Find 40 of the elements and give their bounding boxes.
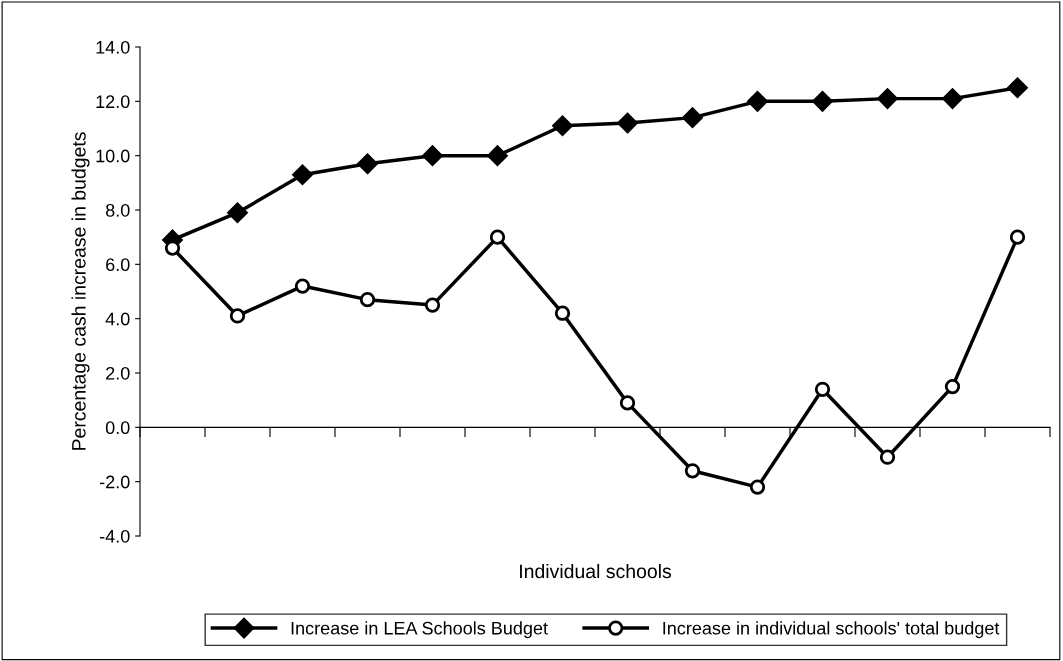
- point: [422, 145, 443, 166]
- x-axis-title: Individual schools: [520, 563, 672, 579]
- point: [487, 145, 508, 166]
- y-tick-label: 8.0: [105, 203, 130, 217]
- point: [879, 449, 896, 465]
- y-axis-title: Percentage cash increase in budgets: [71, 132, 90, 450]
- point: [877, 88, 898, 109]
- y-tick-label: 12.0: [96, 95, 130, 109]
- point: [942, 88, 963, 109]
- point: [229, 308, 246, 324]
- point: [359, 292, 376, 308]
- point: [812, 91, 833, 112]
- point: [424, 297, 441, 313]
- point: [552, 115, 573, 137]
- point: [357, 153, 378, 175]
- point: [684, 463, 701, 479]
- y-tick-label: -2.0: [99, 475, 130, 489]
- point: [944, 378, 961, 395]
- y-tick-label: 10.0: [96, 149, 130, 163]
- point: [1009, 229, 1026, 245]
- point: [227, 202, 248, 223]
- legend-label: Increase in individual schools' total budget: [663, 621, 1000, 639]
- point: [749, 479, 766, 495]
- point: [682, 107, 703, 128]
- point: [294, 278, 311, 294]
- point: [747, 91, 768, 112]
- y-tick-label: 14.0: [96, 40, 130, 54]
- point: [1007, 77, 1028, 98]
- y-tick-label: 2.0: [106, 366, 130, 380]
- point: [292, 164, 313, 185]
- y-tick-label: 4.0: [105, 312, 130, 326]
- legend-label: Increase in LEA Schools Budget: [291, 621, 548, 639]
- point: [619, 395, 636, 411]
- y-tick-label: 6.0: [106, 258, 130, 272]
- y-tick-label: -4.0: [99, 529, 130, 543]
- y-tick-label: 0.0: [105, 421, 130, 435]
- point: [814, 381, 831, 397]
- point: [554, 305, 571, 321]
- point: [489, 229, 506, 245]
- point: [617, 112, 638, 134]
